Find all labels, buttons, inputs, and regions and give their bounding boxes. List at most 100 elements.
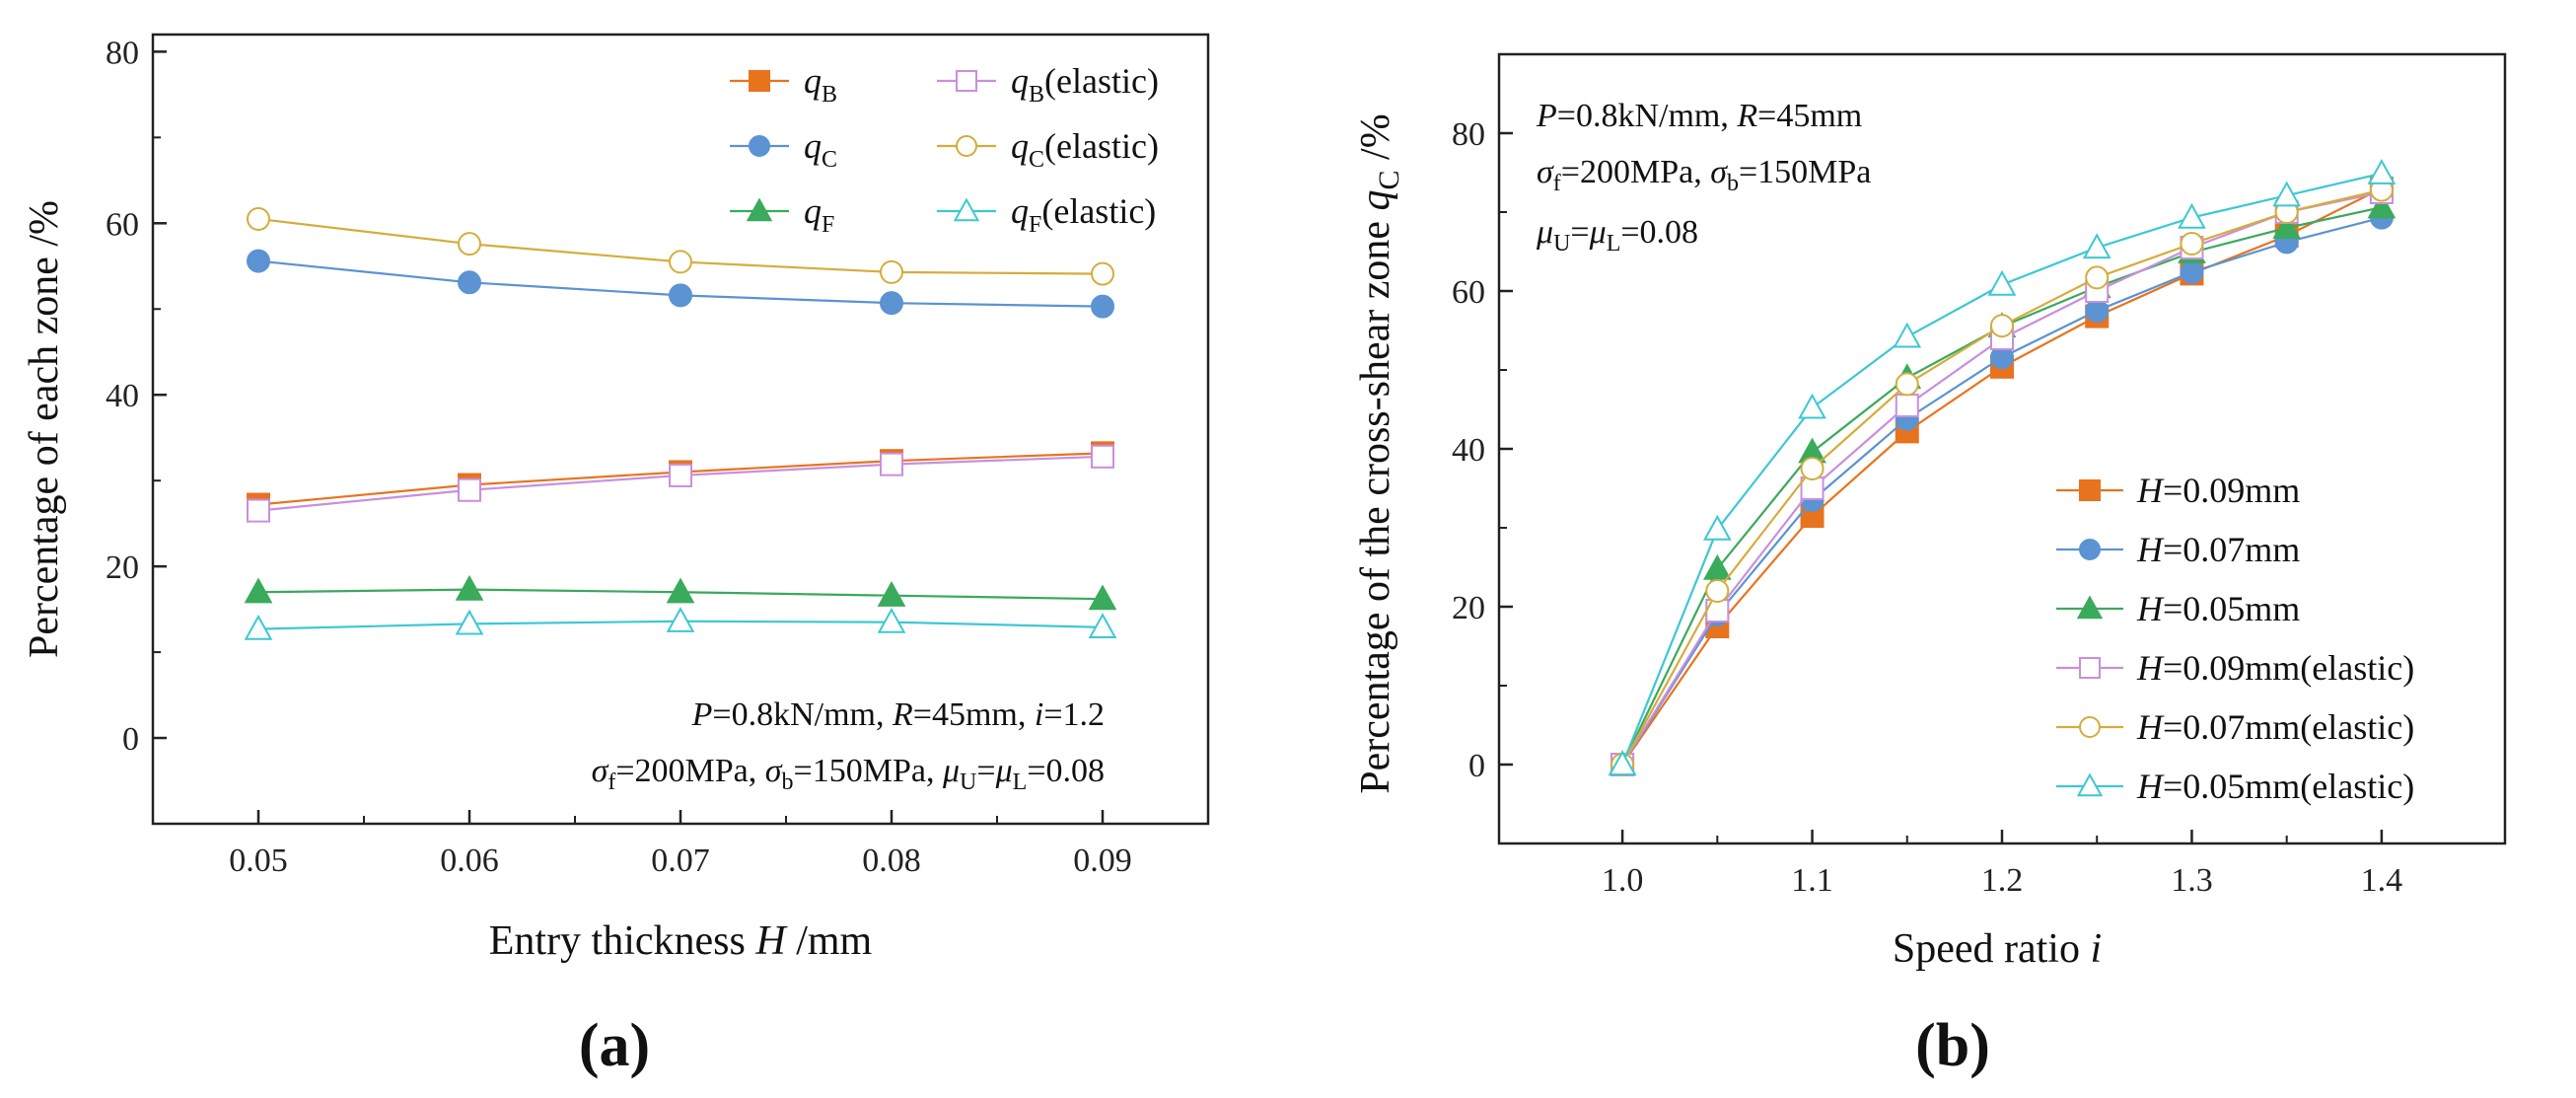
x-axis-title-a-unit: /mm xyxy=(786,918,873,964)
legend-marker xyxy=(2076,772,2104,797)
data-point xyxy=(1798,393,1826,419)
legend-label: qC(elastic) xyxy=(1011,126,1159,173)
legend-b: H=0.09mm H=0.07mm H=0.05mm H=0.09mm(elastic… xyxy=(2056,471,2414,806)
legend-label: qB xyxy=(804,61,837,108)
data-point xyxy=(1088,584,1117,611)
data-point xyxy=(1088,613,1117,638)
x-tick-label: 1.0 xyxy=(1602,862,1644,899)
data-point xyxy=(247,249,270,273)
x-tick-label: 0.08 xyxy=(862,842,921,879)
data-point xyxy=(244,614,273,640)
x-axis-title-b-var: i xyxy=(2090,926,2102,972)
data-point xyxy=(455,574,484,601)
data-point xyxy=(669,463,692,487)
data-point xyxy=(1091,444,1114,469)
x-axis-title-b-pre: Speed ratio xyxy=(1893,926,2091,972)
x-tick-label: 0.05 xyxy=(229,842,288,879)
data-point xyxy=(2367,159,2397,184)
annotation-a-line1: P=0.8kN/mm, R=45mm, i=1.2 xyxy=(691,696,1105,733)
annotation-b-line1: P=0.8kN/mm, R=45mm xyxy=(1536,98,1862,134)
legend-label: qB(elastic) xyxy=(1011,61,1159,108)
legend-marker xyxy=(953,197,980,222)
chart-b: 0 20 40 60 80 1.0 1.1 1.2 1.3 1.4 Percentage of … xyxy=(1353,52,2507,1079)
data-point xyxy=(877,580,906,607)
x-axis-title-a-pre: Entry thickness xyxy=(489,918,756,964)
data-point xyxy=(458,270,481,295)
legend-label: qF(elastic) xyxy=(1011,191,1156,238)
y-tick-label: 40 xyxy=(1452,432,1485,469)
annotation-b-line2: σf=200MPa, σb=150MPa xyxy=(1537,154,1871,196)
y-tick-label: 20 xyxy=(106,549,139,586)
data-point xyxy=(666,577,695,604)
legend-marker xyxy=(2079,716,2101,738)
legend-marker xyxy=(956,135,977,157)
legend-label: H=0.09mm(elastic) xyxy=(2136,648,2414,688)
data-point xyxy=(2272,181,2302,207)
legend-label: qF xyxy=(804,191,834,238)
data-point xyxy=(455,609,484,635)
legend-marker xyxy=(2076,595,2104,620)
x-axis-title-b: Speed ratio i xyxy=(1893,926,2102,972)
legend-label: qC xyxy=(804,126,837,173)
data-point xyxy=(1893,322,1922,348)
data-point xyxy=(2180,259,2204,284)
x-ticks-a: 0.05 0.06 0.07 0.08 0.09 xyxy=(229,810,1132,879)
data-point xyxy=(2272,213,2302,240)
data-point xyxy=(666,607,695,632)
y-tick-label: 80 xyxy=(1452,116,1485,153)
legend-label: H=0.05mm xyxy=(2136,589,2300,628)
data-point xyxy=(244,577,273,604)
data-point xyxy=(247,498,270,523)
data-point xyxy=(2180,232,2204,256)
panel-label-b: (b) xyxy=(1915,1012,1990,1079)
data-point xyxy=(669,250,692,274)
y-axis-title-b-sub: C xyxy=(1373,170,1405,189)
data-point xyxy=(2367,192,2397,219)
y-ticks-a: 0 20 40 60 80 xyxy=(106,35,167,758)
data-point xyxy=(2082,233,2111,259)
y-axis-title-b-unit: /% xyxy=(1353,113,1398,170)
x-tick-label: 0.07 xyxy=(651,842,710,879)
data-point xyxy=(880,452,903,476)
legend-label: H=0.07mm(elastic) xyxy=(2136,707,2414,747)
y-ticks-b: 0 20 40 60 80 xyxy=(1452,116,1513,784)
annotation-a-line2: σf=200MPa, σb=150MPa, μU=μL=0.08 xyxy=(592,753,1105,795)
data-point xyxy=(247,206,270,231)
chart-a: 0 20 40 60 80 0.05 0.06 0.07 0.08 0.09 Percentag… xyxy=(22,33,1210,1079)
data-point xyxy=(877,607,906,633)
x-axis-title-a: Entry thickness H /mm xyxy=(489,918,873,964)
x-axis-title-a-var: H xyxy=(754,918,788,964)
y-axis-title-a: Percentage of each zone /% xyxy=(22,200,67,658)
data-point xyxy=(1895,394,1919,417)
x-tick-label: 1.1 xyxy=(1791,862,1833,899)
legend-marker xyxy=(956,70,977,92)
y-axis-title-b-var: q xyxy=(1353,189,1398,210)
y-tick-label: 80 xyxy=(106,35,139,71)
legend-marker xyxy=(2079,539,2101,560)
panel-label-a: (a) xyxy=(579,1012,650,1079)
data-point xyxy=(1705,579,1730,603)
data-point xyxy=(1987,269,2017,296)
data-point xyxy=(880,259,903,284)
legend-label: H=0.05mm(elastic) xyxy=(2136,767,2414,806)
data-point xyxy=(1800,457,1825,480)
y-tick-label: 40 xyxy=(106,378,139,414)
legend-marker xyxy=(749,70,770,92)
data-point xyxy=(458,232,481,256)
data-point xyxy=(1990,314,2014,338)
data-point xyxy=(1091,261,1114,286)
y-axis-title-b: Percentage of the cross-shear zone qC /% xyxy=(1353,113,1405,793)
x-ticks-b: 1.0 1.1 1.2 1.3 1.4 xyxy=(1602,830,2402,899)
data-point xyxy=(2178,202,2206,229)
series-b xyxy=(1608,159,2397,776)
legend-label: H=0.07mm xyxy=(2136,530,2300,569)
series-a xyxy=(244,206,1117,640)
x-tick-label: 1.4 xyxy=(2361,862,2403,899)
data-point xyxy=(1091,294,1114,319)
y-tick-label: 0 xyxy=(122,721,139,758)
data-point xyxy=(458,477,481,502)
y-tick-label: 20 xyxy=(1452,590,1485,626)
y-tick-label: 60 xyxy=(106,206,139,243)
data-point xyxy=(2085,265,2110,290)
